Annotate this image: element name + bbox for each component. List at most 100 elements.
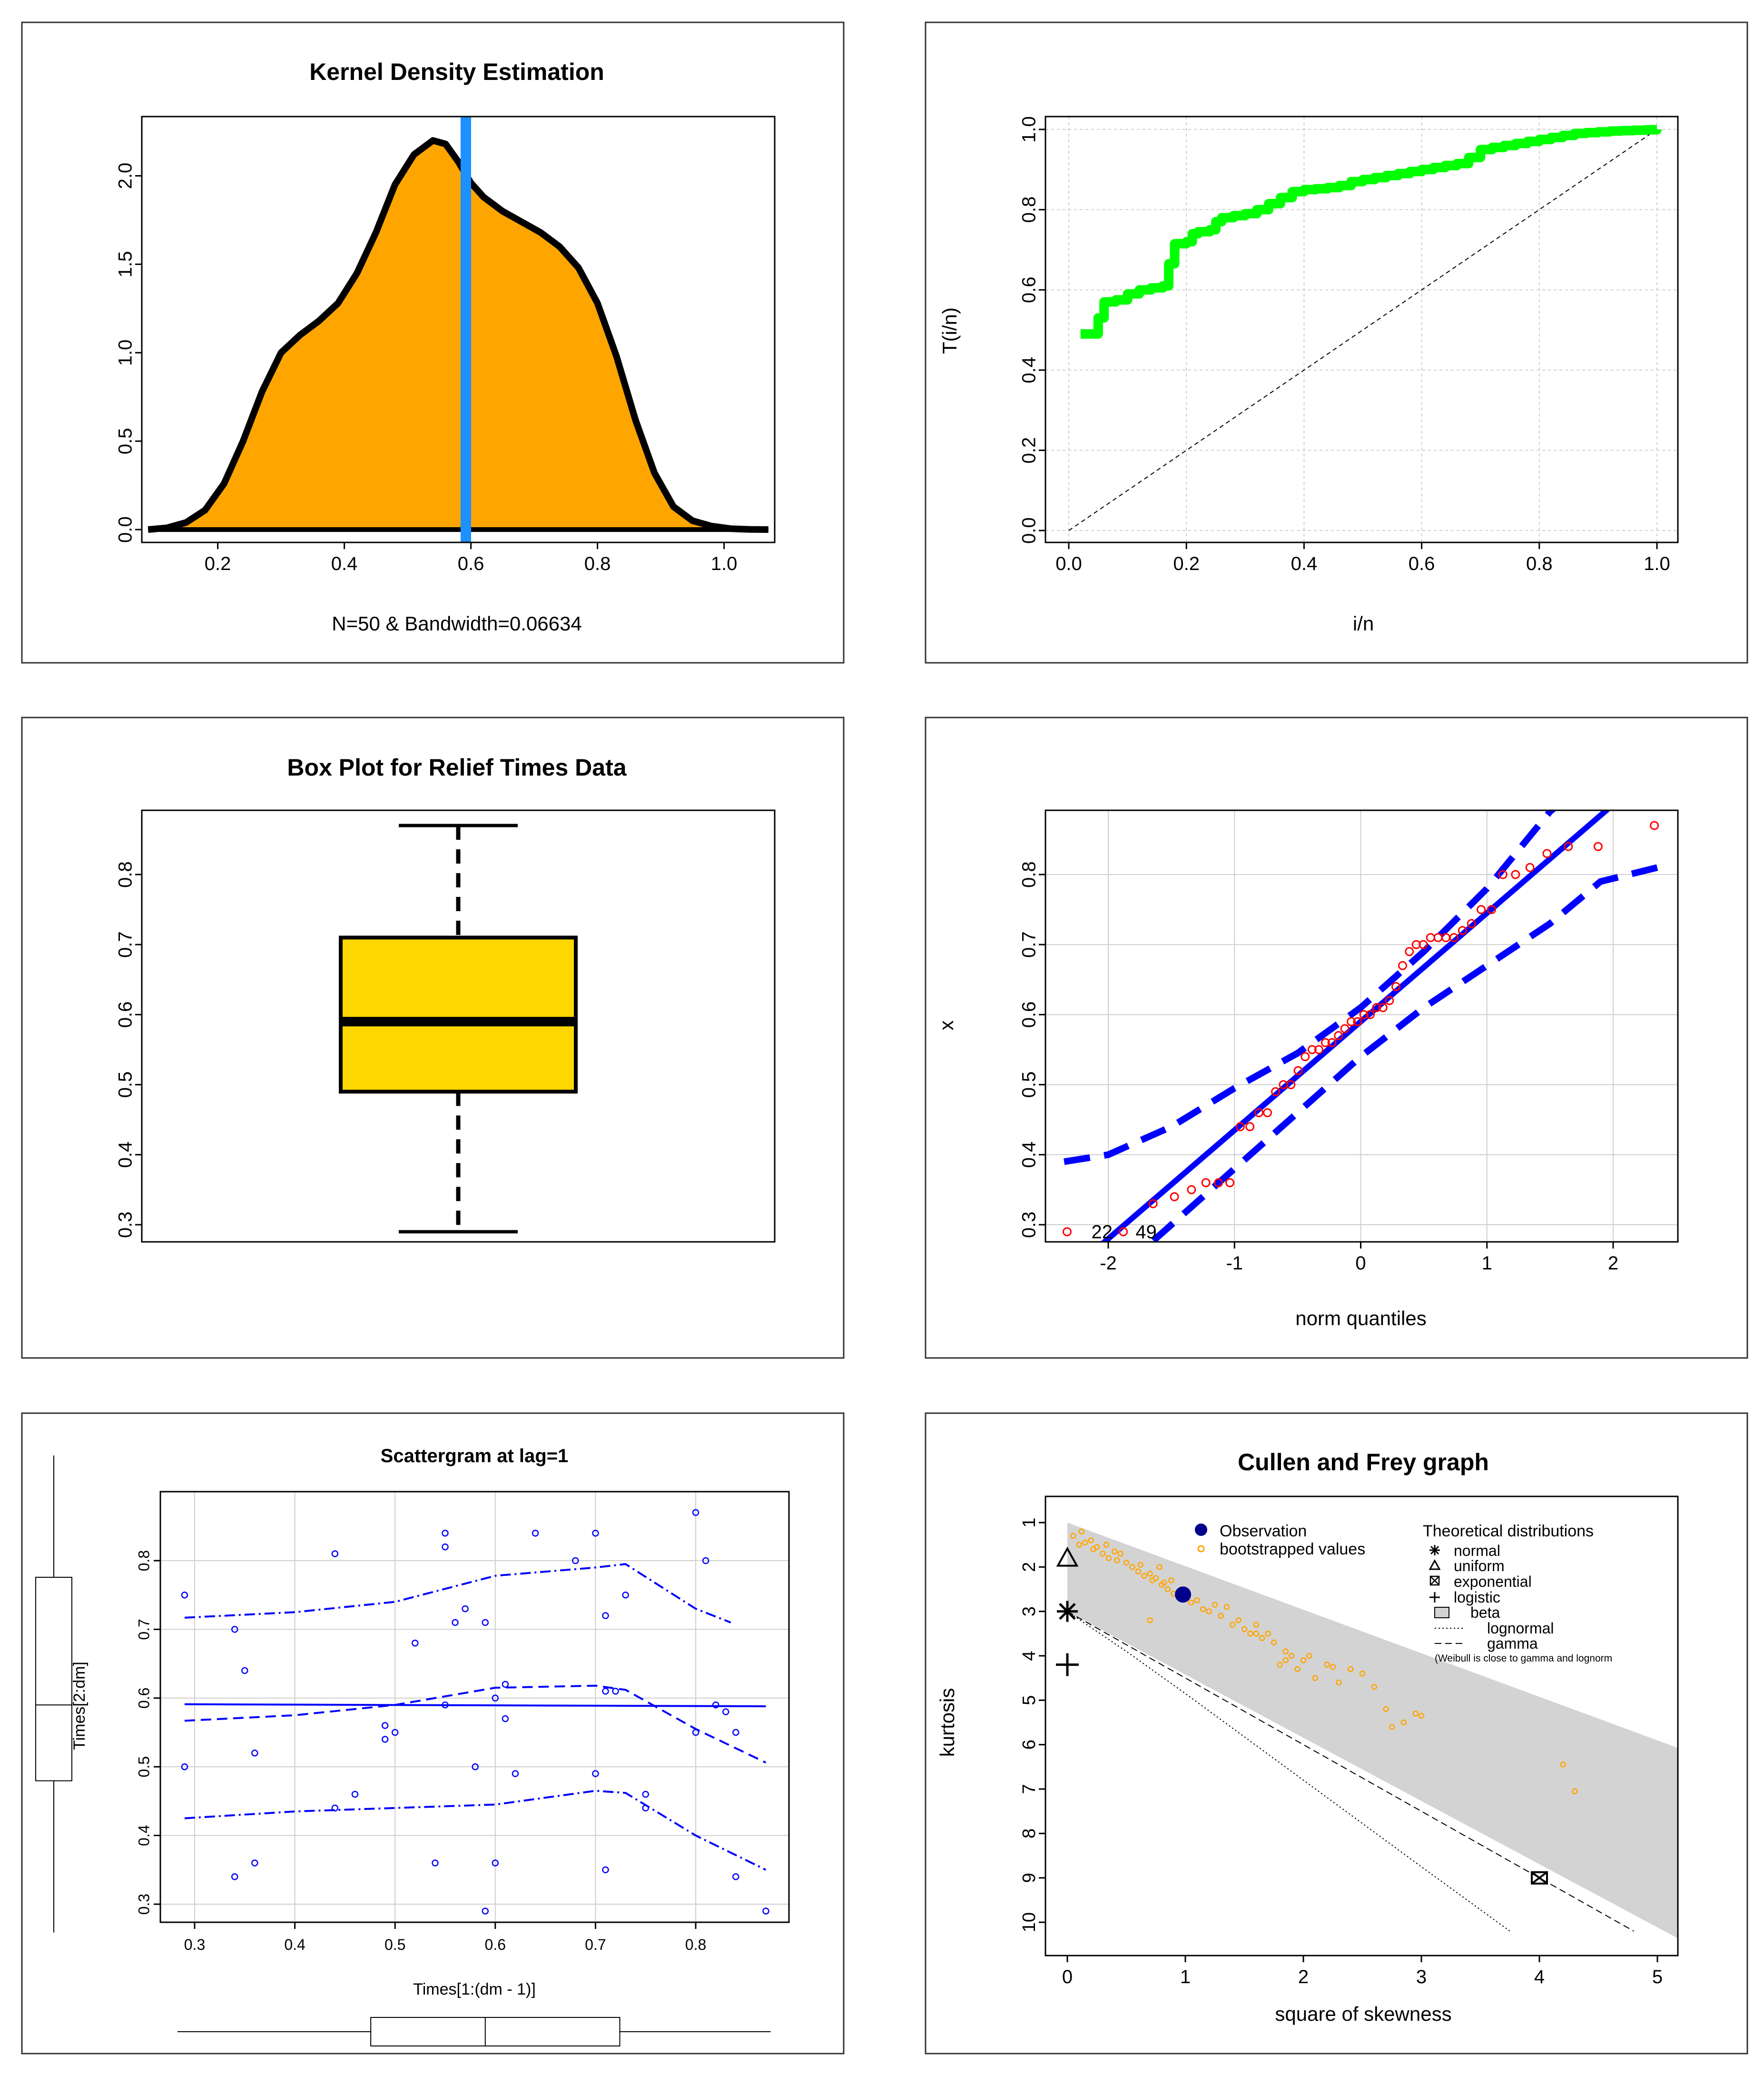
x-tick-label: 0.4	[331, 553, 358, 574]
bootstrap-point	[1070, 1533, 1076, 1539]
legend-logistic-label: logistic	[1454, 1589, 1500, 1606]
legend-gamma-label: gamma	[1487, 1635, 1538, 1652]
scatter-point	[381, 1736, 389, 1743]
x-tick-label: 1.0	[711, 553, 738, 574]
legend-beta-label: beta	[1470, 1604, 1500, 1621]
legend-normal-marker	[1429, 1545, 1440, 1555]
point-label: 49	[1135, 1222, 1157, 1243]
scatter-point	[502, 1681, 509, 1688]
y-tick-label: 0.5	[1019, 1072, 1040, 1098]
scatter-point	[602, 1688, 609, 1695]
x-tick-label: 0.6	[1409, 553, 1435, 574]
qq-point	[1340, 1024, 1350, 1033]
y-tick-label: 0.2	[1019, 437, 1040, 464]
y-axis-label: T(i/n)	[938, 307, 961, 354]
bootstrap-point	[1135, 1568, 1142, 1574]
legend-theoretical-title: Theoretical distributions	[1423, 1522, 1594, 1540]
y-tick-label: 0.6	[1019, 276, 1040, 303]
qq-point	[1353, 1017, 1362, 1026]
qq-point	[1286, 1080, 1296, 1090]
qq-point	[1334, 1031, 1343, 1041]
x-tick-label: -2	[1100, 1253, 1117, 1274]
qq-point	[1385, 996, 1394, 1005]
qq-point	[1327, 1038, 1337, 1047]
legend-note: (Weibull is close to gamma and lognorm	[1435, 1653, 1612, 1664]
chart-legend: Observation bootstrapped values Theoreti…	[1195, 1522, 1612, 1664]
qq-point	[1359, 1010, 1369, 1019]
scatter-point	[762, 1908, 769, 1915]
y-tick-label: 0.6	[135, 1688, 152, 1709]
bootstrap-point	[1147, 1617, 1153, 1623]
scatter-point	[692, 1509, 700, 1516]
qq-point	[1419, 940, 1428, 949]
y-tick-label: 0.4	[1019, 1141, 1040, 1168]
y-tick-label: 7	[1019, 1784, 1039, 1794]
y-tick-label: 0.0	[115, 516, 136, 543]
qq-point	[1271, 1087, 1281, 1096]
plot-area: 0.2 0.4 0.6 0.8 1.0 0.0 0.5 1.0 1.5 2.0	[115, 116, 776, 574]
qq-point	[1511, 870, 1520, 879]
x-tick-label: 0.5	[384, 1936, 405, 1953]
qq-point	[1487, 905, 1496, 915]
qq-point	[1201, 1178, 1211, 1188]
y-tick-label: 0.7	[1019, 931, 1040, 958]
qq-point	[1365, 1010, 1375, 1019]
legend-bootstrap-label: bootstrapped values	[1220, 1540, 1365, 1558]
y-tick-label: 0.6	[115, 1002, 136, 1028]
scatter-point	[732, 1873, 739, 1880]
plot-area: 0.3 0.4 0.5 0.6 0.7 0.8	[115, 809, 776, 1243]
smooth-lower-line	[184, 1790, 767, 1871]
y-tick-label: 0.4	[135, 1825, 152, 1846]
qq-point	[1235, 1122, 1245, 1131]
legend-beta-marker	[1434, 1607, 1449, 1618]
qq-point	[1378, 1003, 1388, 1013]
bootstrap-point	[1277, 1662, 1283, 1668]
scatter-point	[351, 1790, 359, 1798]
x-tick-label: 0.8	[584, 553, 611, 574]
x-tick-label: 0.0	[1055, 553, 1082, 574]
scatter-point	[181, 1763, 188, 1770]
scatter-point	[622, 1591, 629, 1599]
plot-border	[1045, 116, 1679, 543]
margin-x-box	[370, 2017, 621, 2046]
x-tick-label: 0	[1062, 1967, 1073, 1987]
x-axis-label: norm quantiles	[1295, 1307, 1426, 1329]
bootstrap-point	[1147, 1571, 1153, 1577]
scatter-point	[442, 1529, 449, 1537]
y-tick-label: 0.6	[1019, 1002, 1040, 1028]
x-tick-label: 0.4	[1291, 553, 1318, 574]
beta-region	[1067, 1523, 1678, 1938]
panel-frame	[925, 21, 1748, 664]
scatter-point	[462, 1605, 469, 1613]
bootstrap-point	[1094, 1544, 1100, 1550]
plot-border	[141, 809, 776, 1243]
qq-point	[1498, 870, 1508, 879]
bootstrap-point	[1105, 1555, 1112, 1561]
qq-point	[1321, 1038, 1330, 1047]
y-tick-label: 6	[1019, 1740, 1039, 1750]
scatter-point	[472, 1763, 479, 1770]
y-tick-label: 0.8	[1019, 861, 1040, 888]
bootstrap-point	[1088, 1537, 1094, 1544]
scatter-point	[612, 1688, 619, 1695]
bootstrap-point	[1141, 1573, 1147, 1579]
qq-point	[1214, 1178, 1223, 1188]
bootstrap-point	[1259, 1635, 1265, 1641]
legend-exponential-label: exponential	[1454, 1573, 1532, 1590]
x-tick-label: 2	[1298, 1967, 1309, 1987]
scatter-point	[482, 1908, 489, 1915]
bootstrap-point	[1114, 1557, 1120, 1564]
marker-stroke	[1531, 1871, 1548, 1885]
legend-lognormal-label: lognormal	[1487, 1620, 1554, 1637]
y-tick-label: 0.5	[115, 1072, 136, 1098]
y-tick-label: 0.5	[115, 428, 136, 454]
scatter-point	[572, 1557, 579, 1564]
qq-point	[1293, 1066, 1303, 1075]
x-tick-label: -1	[1226, 1253, 1243, 1274]
panel-kde: Kernel Density Estimation 0.2 0.4 0.6 0.8 1.…	[21, 21, 845, 664]
plot-area: 0.3 0.4 0.5 0.6 0.7 0.8 0.3 0.4 0.5 0.6 0.7 0.8	[35, 1455, 790, 2046]
qq-point	[1458, 926, 1467, 935]
qq-point	[1119, 1227, 1128, 1237]
bootstrap-point	[1164, 1586, 1171, 1593]
chart-title: Scattergram at lag=1	[381, 1446, 569, 1466]
